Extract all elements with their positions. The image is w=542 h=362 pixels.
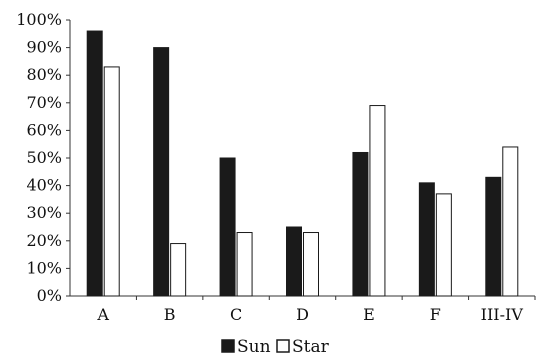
bar-sun-b xyxy=(153,47,170,297)
legend: Sun Star xyxy=(221,337,330,357)
y-tick-label: 40% xyxy=(26,176,62,195)
bar-star-a xyxy=(103,66,120,297)
y-tick-label: 60% xyxy=(26,120,62,139)
y-tick-label: 70% xyxy=(26,93,62,112)
x-tick-label: B xyxy=(164,305,176,324)
bar-sun-e xyxy=(352,151,369,297)
x-tick-label: A xyxy=(96,305,109,324)
bar-star-b xyxy=(170,243,187,297)
y-tick-label: 50% xyxy=(26,148,62,167)
y-tick-label: 30% xyxy=(26,203,62,222)
bar-star-e xyxy=(369,105,386,297)
x-tick-label: C xyxy=(230,305,242,324)
x-tick-label: III-IV xyxy=(481,305,524,324)
y-tick-label: 10% xyxy=(26,258,62,277)
y-tick-label: 0% xyxy=(37,286,62,305)
legend-label-sun: Sun xyxy=(237,337,271,357)
bar-sun-d xyxy=(286,226,302,297)
y-axis-ticks: 0% 10% 20% 30% 40% 50% 60% 70% 80% 90% 100% xyxy=(16,10,70,305)
bar-sun-iii-iv xyxy=(485,176,502,297)
x-axis-ticks: A B C D E F III-IV xyxy=(96,296,536,324)
bar-star-f xyxy=(435,193,452,297)
y-tick-label: 100% xyxy=(16,10,62,29)
bar-star-c xyxy=(236,232,253,297)
bars xyxy=(86,30,519,297)
x-tick-label: F xyxy=(430,305,441,324)
bar-sun-c xyxy=(219,157,236,297)
y-tick-label: 80% xyxy=(26,65,62,84)
axes xyxy=(69,20,535,297)
x-tick-label: D xyxy=(296,305,309,324)
legend-swatch-sun xyxy=(221,339,235,353)
y-tick-label: 20% xyxy=(26,231,62,250)
y-tick-label: 90% xyxy=(26,38,62,57)
bar-star-d xyxy=(303,232,319,297)
bar-sun-f xyxy=(418,182,435,297)
bar-star-iii-iv xyxy=(502,146,519,297)
x-tick-label: E xyxy=(363,305,375,324)
legend-label-star: Star xyxy=(292,337,330,357)
legend-swatch-star xyxy=(276,339,290,353)
bar-sun-a xyxy=(86,30,103,297)
